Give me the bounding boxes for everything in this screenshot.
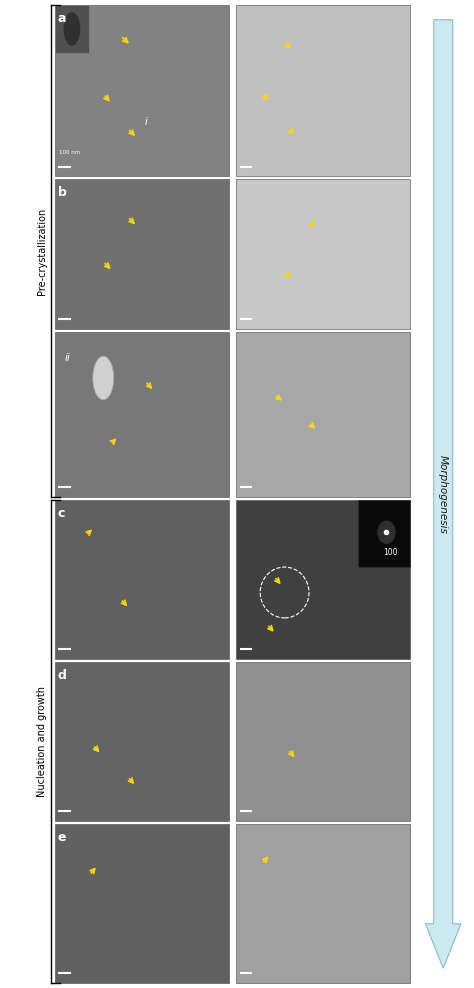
Bar xyxy=(55,5,89,53)
Bar xyxy=(236,662,410,821)
Bar xyxy=(358,500,410,567)
Bar xyxy=(55,332,228,497)
Circle shape xyxy=(93,357,114,400)
Bar xyxy=(236,5,410,177)
Text: c: c xyxy=(58,507,65,521)
Bar xyxy=(55,824,228,983)
Text: e: e xyxy=(58,831,66,844)
Text: 100: 100 xyxy=(383,548,397,557)
Bar xyxy=(55,500,228,659)
Bar xyxy=(236,500,410,659)
Bar xyxy=(236,332,410,497)
FancyArrow shape xyxy=(426,20,461,968)
Text: Morphogenesis: Morphogenesis xyxy=(438,454,448,534)
Circle shape xyxy=(64,13,80,44)
Text: 100 nm: 100 nm xyxy=(59,149,81,155)
Text: Pre-crystallization: Pre-crystallization xyxy=(37,207,47,294)
Bar xyxy=(55,662,228,821)
Bar xyxy=(236,824,410,983)
Ellipse shape xyxy=(377,521,396,544)
Text: a: a xyxy=(58,12,66,25)
Bar xyxy=(236,180,410,329)
Text: i: i xyxy=(145,117,148,126)
Text: ii: ii xyxy=(65,354,71,364)
Bar xyxy=(55,180,228,329)
Text: b: b xyxy=(58,187,67,200)
Text: d: d xyxy=(58,669,67,682)
Text: Nucleation and growth: Nucleation and growth xyxy=(37,687,47,797)
Bar xyxy=(55,5,228,177)
